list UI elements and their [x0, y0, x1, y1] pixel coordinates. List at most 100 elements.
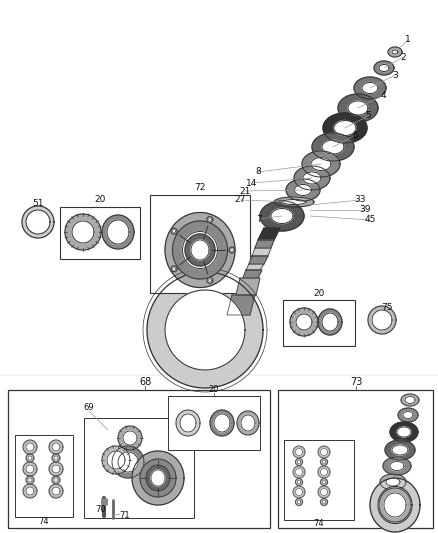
Polygon shape	[165, 290, 245, 370]
Polygon shape	[397, 427, 411, 437]
Polygon shape	[296, 469, 303, 475]
Text: 27: 27	[234, 196, 246, 205]
Polygon shape	[293, 486, 305, 498]
Polygon shape	[334, 120, 356, 135]
Polygon shape	[296, 489, 303, 496]
Polygon shape	[107, 220, 129, 244]
Text: 6: 6	[352, 131, 358, 140]
Polygon shape	[146, 465, 170, 491]
Bar	[15, 435, 73, 517]
Polygon shape	[173, 230, 176, 233]
Polygon shape	[368, 306, 396, 334]
Polygon shape	[258, 228, 280, 240]
Polygon shape	[386, 478, 400, 486]
Polygon shape	[348, 101, 368, 115]
Polygon shape	[296, 498, 303, 505]
Polygon shape	[52, 487, 60, 495]
Polygon shape	[52, 454, 60, 462]
Polygon shape	[282, 199, 306, 205]
Bar	[168, 396, 260, 450]
Polygon shape	[311, 157, 331, 171]
Polygon shape	[52, 465, 60, 473]
Polygon shape	[379, 488, 411, 522]
Polygon shape	[296, 458, 303, 465]
Polygon shape	[302, 151, 340, 177]
Polygon shape	[173, 268, 176, 270]
Text: 71: 71	[120, 512, 131, 521]
Polygon shape	[249, 256, 268, 264]
Polygon shape	[49, 440, 63, 454]
Polygon shape	[312, 133, 354, 161]
Polygon shape	[210, 410, 234, 436]
Polygon shape	[147, 272, 263, 388]
Text: 70: 70	[95, 505, 106, 513]
Polygon shape	[180, 414, 196, 432]
Polygon shape	[26, 465, 34, 473]
Text: 7: 7	[256, 214, 262, 223]
Polygon shape	[26, 443, 34, 451]
Polygon shape	[321, 448, 328, 456]
Polygon shape	[118, 452, 138, 472]
Bar	[284, 440, 354, 520]
Polygon shape	[208, 218, 212, 221]
Polygon shape	[237, 411, 259, 435]
Bar	[283, 300, 355, 346]
Polygon shape	[252, 248, 271, 256]
Polygon shape	[321, 479, 328, 486]
Polygon shape	[383, 457, 411, 475]
Polygon shape	[207, 278, 213, 284]
Text: 20: 20	[94, 196, 106, 205]
Polygon shape	[102, 446, 130, 474]
Polygon shape	[49, 484, 63, 498]
Polygon shape	[112, 446, 144, 478]
Text: 75: 75	[381, 303, 393, 311]
Polygon shape	[140, 459, 176, 497]
Polygon shape	[52, 443, 60, 451]
Text: 2: 2	[400, 52, 406, 61]
Polygon shape	[293, 446, 305, 458]
Polygon shape	[321, 469, 328, 475]
Polygon shape	[207, 216, 213, 223]
Polygon shape	[227, 295, 255, 315]
Polygon shape	[338, 94, 378, 122]
Polygon shape	[294, 166, 330, 190]
Polygon shape	[191, 240, 209, 260]
Polygon shape	[390, 422, 418, 442]
Text: 8: 8	[255, 167, 261, 176]
Polygon shape	[380, 474, 406, 490]
Text: 51: 51	[32, 198, 44, 207]
Polygon shape	[372, 310, 392, 330]
Text: 73: 73	[350, 377, 362, 387]
Polygon shape	[370, 478, 420, 532]
Polygon shape	[318, 446, 330, 458]
Polygon shape	[49, 462, 63, 476]
Polygon shape	[23, 440, 37, 454]
Polygon shape	[23, 484, 37, 498]
Polygon shape	[260, 201, 304, 231]
Polygon shape	[176, 410, 200, 436]
Polygon shape	[236, 278, 260, 295]
Polygon shape	[321, 498, 328, 505]
Polygon shape	[318, 466, 330, 478]
Text: 21: 21	[239, 187, 251, 196]
Polygon shape	[323, 113, 367, 143]
Polygon shape	[65, 214, 101, 250]
Polygon shape	[173, 221, 227, 279]
Polygon shape	[26, 476, 34, 484]
Polygon shape	[22, 206, 54, 238]
Text: 20: 20	[209, 384, 219, 393]
Polygon shape	[26, 487, 34, 495]
Polygon shape	[151, 470, 165, 486]
Polygon shape	[318, 486, 330, 498]
Polygon shape	[385, 440, 415, 460]
Polygon shape	[118, 426, 142, 450]
Polygon shape	[214, 414, 230, 432]
Text: 68: 68	[139, 377, 151, 387]
Bar	[84, 418, 194, 518]
Text: 72: 72	[194, 183, 206, 192]
Polygon shape	[294, 184, 311, 196]
Polygon shape	[296, 314, 312, 330]
Text: 4: 4	[380, 91, 386, 100]
Polygon shape	[297, 480, 301, 484]
Polygon shape	[54, 478, 58, 482]
